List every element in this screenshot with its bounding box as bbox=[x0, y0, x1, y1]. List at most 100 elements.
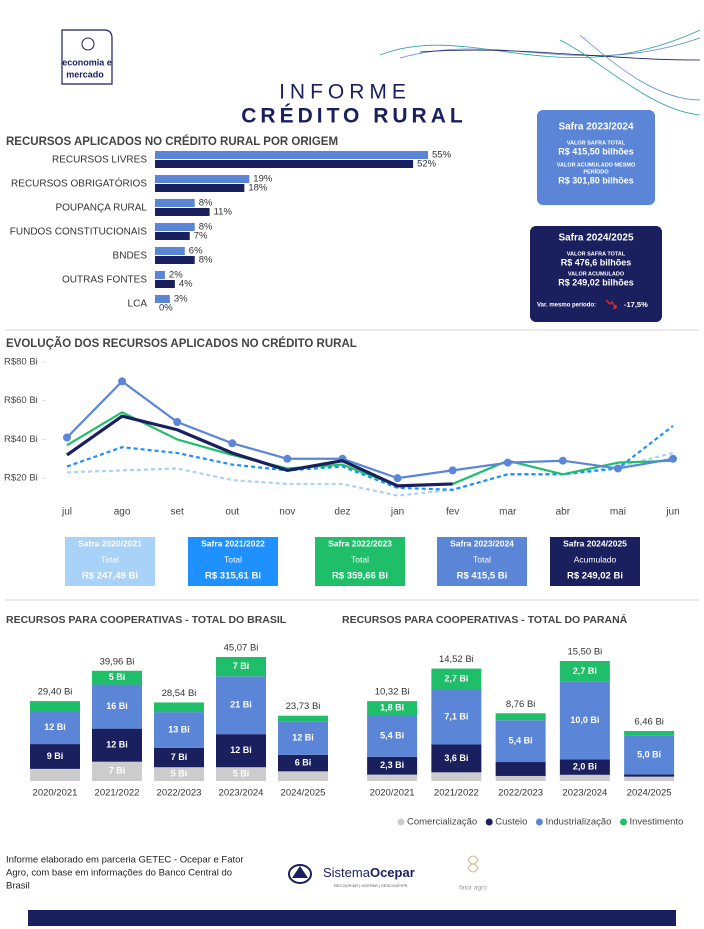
category-label: POUPANÇA RURAL bbox=[55, 203, 147, 214]
bar-segment bbox=[559, 759, 610, 775]
bar-segment bbox=[278, 715, 328, 722]
legend-value: R$ 415,5 Bi bbox=[457, 571, 508, 582]
point bbox=[503, 458, 512, 467]
bar-segment bbox=[216, 767, 266, 781]
legend-swatch bbox=[619, 818, 627, 826]
legend-name: Safra 2023/2024 bbox=[450, 538, 514, 548]
legend-swatch bbox=[535, 818, 543, 826]
y-tick-label: R$40 Bi bbox=[4, 434, 38, 445]
bar bbox=[155, 271, 165, 279]
bar bbox=[155, 295, 170, 303]
summary-card bbox=[530, 226, 662, 322]
chart-title: RECURSOS PARA COOPERATIVAS - TOTAL DO PA… bbox=[342, 613, 628, 626]
icon-shape bbox=[292, 866, 308, 878]
logo-part: Sistema bbox=[323, 865, 371, 880]
line-series bbox=[66, 414, 453, 488]
legend-name: Safra 2022/2023 bbox=[328, 538, 392, 548]
bar-segment bbox=[278, 771, 328, 781]
total-label: 29,40 Bi bbox=[38, 687, 73, 698]
legend-name: Safra 2021/2022 bbox=[201, 538, 265, 548]
bar-segment bbox=[559, 661, 610, 682]
bar-segment bbox=[431, 772, 482, 781]
bar-segment bbox=[431, 668, 482, 690]
bar-segment bbox=[92, 684, 142, 729]
bar bbox=[155, 208, 210, 216]
legend-card bbox=[65, 537, 155, 586]
value-label: 6% bbox=[189, 246, 203, 257]
x-tick-label: 2020/2021 bbox=[33, 788, 78, 799]
legend-value: R$ 315,61 Bi bbox=[205, 571, 261, 582]
bar-segment bbox=[431, 689, 482, 745]
header-decoration bbox=[379, 29, 701, 116]
value-label: 2% bbox=[169, 270, 183, 281]
segment-label: 12 Bi bbox=[230, 745, 252, 755]
total-label: 39,96 Bi bbox=[100, 656, 135, 667]
partner-icon bbox=[467, 855, 479, 873]
x-tick-label: jan bbox=[390, 507, 404, 518]
bar bbox=[155, 175, 250, 183]
segment-label: 1,8 Bi bbox=[380, 702, 404, 712]
bar-segment bbox=[154, 712, 204, 748]
bar-segment bbox=[154, 767, 204, 781]
ocepar-icon bbox=[288, 864, 312, 884]
legend-label: Comercialização bbox=[407, 817, 477, 828]
legend-value: R$ 249,02 Bi bbox=[567, 571, 623, 582]
segment-label: 5 Bi bbox=[233, 768, 250, 778]
point bbox=[393, 474, 402, 483]
value-label: 52% bbox=[417, 159, 437, 170]
bar-segment bbox=[624, 735, 675, 775]
value-label: 7% bbox=[194, 231, 208, 242]
legend-card bbox=[315, 537, 405, 586]
legend-label: Industrialização bbox=[545, 817, 611, 828]
bar-segment bbox=[624, 774, 675, 777]
card-value: R$ 301,80 bilhões bbox=[558, 175, 634, 185]
x-tick-label: mar bbox=[499, 507, 517, 518]
bar bbox=[155, 223, 195, 231]
ocepar-logo: SistemaOcepar bbox=[323, 865, 415, 880]
x-tick-label: nov bbox=[279, 507, 295, 518]
legend-sub: Total bbox=[473, 554, 491, 564]
segment-label: 7 Bi bbox=[233, 661, 250, 671]
logo-part: Ocepar bbox=[370, 865, 415, 880]
value-label: 0% bbox=[159, 303, 173, 314]
point bbox=[173, 418, 182, 427]
line-series bbox=[66, 425, 674, 491]
point bbox=[63, 433, 71, 442]
total-label: 6,46 Bi bbox=[634, 717, 664, 728]
bar-segment bbox=[495, 762, 546, 776]
y-tick-label: R$80 Bi bbox=[4, 357, 38, 368]
bar-segment bbox=[216, 734, 266, 768]
legend-label: Custeio bbox=[495, 817, 527, 828]
footer-note: Informe elaborado em parceria GETEC - Oc… bbox=[6, 855, 244, 866]
value-label: 19% bbox=[253, 174, 273, 185]
x-tick-label: 2023/2024 bbox=[562, 788, 607, 799]
bar-segment bbox=[495, 713, 546, 721]
segment-label: 7,1 Bi bbox=[444, 711, 468, 721]
card-label: VALOR SAFRA TOTAL bbox=[567, 251, 626, 257]
value-label: 8% bbox=[199, 255, 213, 266]
legend-card bbox=[188, 537, 278, 586]
segment-label: 3,6 Bi bbox=[444, 753, 468, 763]
value-label: 3% bbox=[174, 294, 188, 305]
bar-segment bbox=[278, 754, 328, 772]
x-tick-label: set bbox=[171, 507, 185, 518]
point bbox=[558, 456, 567, 465]
bar bbox=[155, 151, 428, 159]
line-series bbox=[66, 411, 674, 487]
bar-segment bbox=[367, 701, 418, 716]
bar bbox=[155, 280, 175, 288]
footer-note: Agro, com base em informações do Banco C… bbox=[6, 868, 232, 879]
logo-text: economia e bbox=[62, 57, 112, 67]
bar-segment bbox=[278, 721, 328, 755]
segment-label: 6 Bi bbox=[295, 757, 312, 767]
icon-ring bbox=[288, 864, 312, 884]
point bbox=[283, 454, 292, 463]
bar-segment bbox=[367, 756, 418, 775]
x-tick-label: 2022/2023 bbox=[498, 788, 543, 799]
legend-swatch bbox=[397, 818, 405, 826]
total-label: 14,52 Bi bbox=[439, 654, 474, 665]
segment-label: 2,7 Bi bbox=[444, 673, 468, 683]
x-tick-label: 2021/2022 bbox=[95, 788, 140, 799]
footer-note: Brasil bbox=[6, 881, 30, 892]
card-label: PERÍODO bbox=[583, 167, 609, 175]
